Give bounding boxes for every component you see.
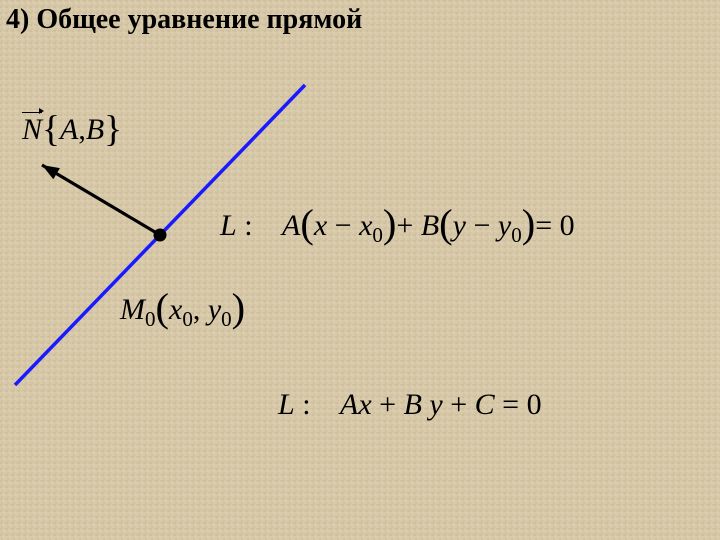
- label-N-vector: N{A,B}: [22, 106, 122, 149]
- equation-point-normal: L : A(x − x0)+ B(y − y0)= 0: [220, 198, 575, 248]
- background-texture: [0, 0, 720, 540]
- label-M0-point: M0(x0, y0): [120, 282, 245, 332]
- equation-general: L : Ax + B y + C = 0: [278, 388, 542, 422]
- slide-heading: 4) Общее уравнение прямой: [6, 4, 362, 36]
